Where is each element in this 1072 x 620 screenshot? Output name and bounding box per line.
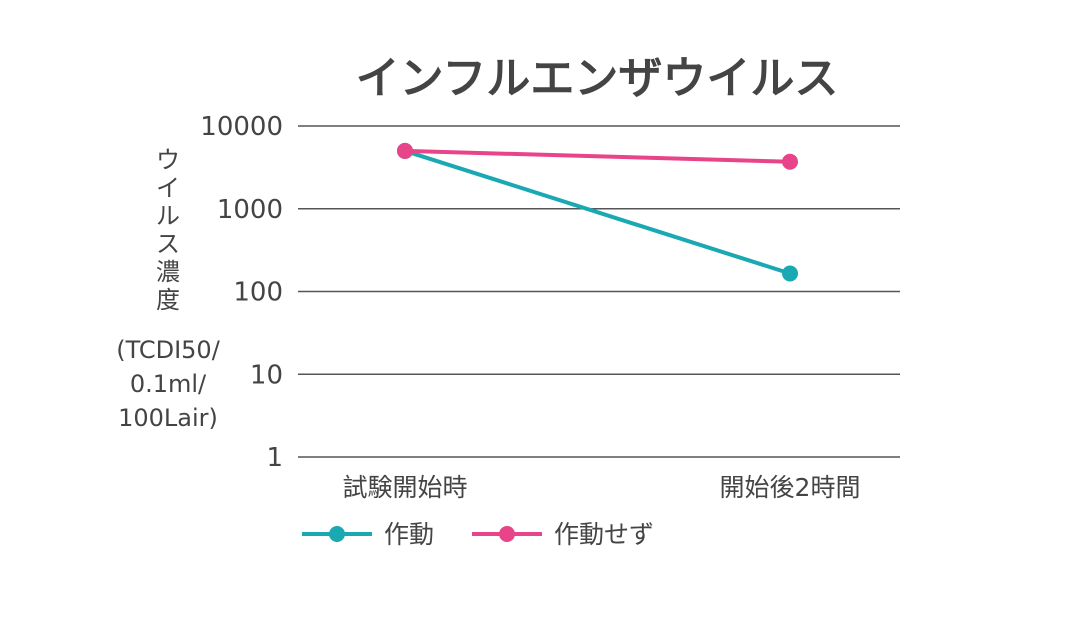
legend-marker (499, 526, 515, 542)
data-point (782, 153, 798, 170)
y-axis-label-line: ウ (156, 146, 180, 174)
y-axis-label-line: 100Lair) (118, 404, 218, 432)
y-tick-label: 10000 (200, 112, 283, 142)
gridlines (298, 125, 900, 458)
legend: 作動 作動せず (302, 520, 654, 549)
y-axis-label-line: 濃 (156, 258, 180, 286)
data-point (782, 265, 798, 282)
y-tick-label: 1000 (217, 195, 283, 225)
series-line (404, 149, 791, 276)
y-axis-label-line: ス (156, 230, 180, 258)
y-axis-label-line: ル (156, 202, 180, 230)
legend-label: 作動せず (554, 520, 654, 549)
y-tick-label: 10 (250, 360, 283, 390)
y-tick-labels: 10000 1000 100 10 1 (200, 112, 283, 473)
y-axis-label-line: 度 (156, 286, 180, 314)
legend-marker (329, 526, 345, 542)
series-line (404, 148, 791, 164)
x-tick-label: 試験開始時 (342, 473, 467, 502)
y-axis-label-line: (TCDI50/ (116, 336, 220, 364)
x-tick-label: 開始後2時間 (720, 473, 861, 502)
data-point (397, 142, 413, 159)
plot-series (397, 142, 798, 282)
y-axis-label-line: イ (156, 174, 180, 202)
legend-label: 作動 (384, 520, 434, 549)
x-tick-labels: 試験開始時 開始後2時間 (342, 473, 860, 502)
y-tick-label: 100 (233, 278, 283, 308)
y-axis-label-line: 0.1ml/ (130, 370, 207, 398)
y-tick-label: 1 (266, 443, 283, 473)
chart-title: インフルエンザウイルス (356, 53, 839, 104)
